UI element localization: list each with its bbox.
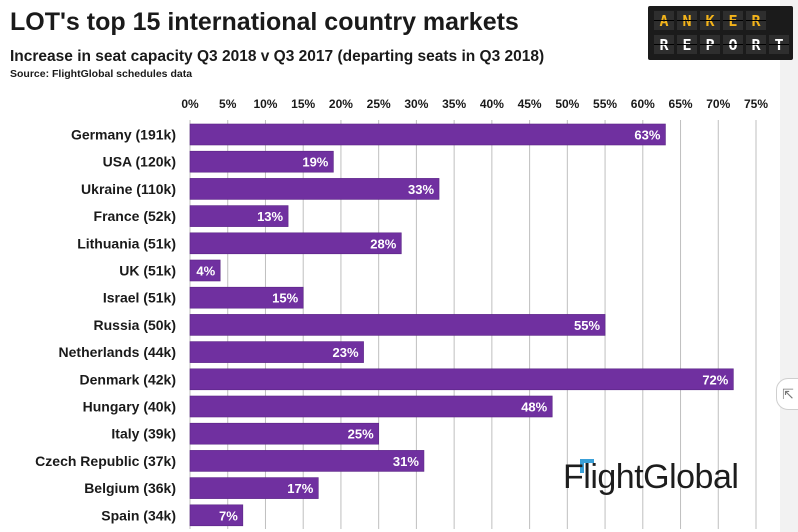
x-tick-label: 40% bbox=[480, 97, 504, 111]
bar bbox=[189, 178, 440, 200]
bar bbox=[189, 314, 606, 336]
category-label: Ukraine (110k) bbox=[81, 181, 176, 197]
category-label: Germany (191k) bbox=[71, 127, 176, 143]
report-letter: O bbox=[723, 35, 743, 54]
bar-value-label: 13% bbox=[257, 209, 283, 224]
bar bbox=[189, 341, 364, 363]
bar-value-label: 72% bbox=[702, 372, 728, 387]
bar-value-label: 23% bbox=[333, 345, 359, 360]
bar bbox=[189, 450, 425, 472]
bar bbox=[189, 395, 553, 418]
expand-arrows-icon: ⇱ bbox=[782, 386, 794, 402]
x-tick-label: 60% bbox=[631, 97, 655, 111]
bar-value-label: 28% bbox=[370, 236, 396, 251]
flightglobal-logo: FlightGlobal bbox=[563, 458, 739, 496]
bar-value-label: 31% bbox=[393, 454, 419, 469]
bar-value-label: 63% bbox=[634, 128, 660, 143]
x-tick-label: 50% bbox=[555, 97, 579, 111]
report-letter: T bbox=[769, 35, 789, 54]
bar bbox=[189, 368, 734, 391]
chart-source: Source: FlightGlobal schedules data bbox=[10, 68, 193, 80]
bar bbox=[189, 205, 289, 227]
category-label: Italy (39k) bbox=[111, 426, 176, 442]
report-letter: E bbox=[677, 35, 697, 54]
x-tick-label: 10% bbox=[253, 97, 277, 111]
x-tick-label: 20% bbox=[329, 97, 353, 111]
x-tick-label: 65% bbox=[669, 97, 693, 111]
bar bbox=[189, 422, 379, 445]
category-label: Netherlands (44k) bbox=[59, 344, 176, 360]
bar bbox=[189, 286, 304, 309]
category-label: Hungary (40k) bbox=[83, 399, 176, 415]
x-tick-label: 55% bbox=[593, 97, 617, 111]
category-label: Spain (34k) bbox=[101, 507, 176, 523]
bar-value-label: 55% bbox=[574, 318, 600, 333]
x-tick-label: 45% bbox=[518, 97, 542, 111]
x-tick-label: 15% bbox=[291, 97, 315, 111]
category-label: UK (51k) bbox=[119, 263, 176, 279]
chart-subtitle: Increase in seat capacity Q3 2018 v Q3 2… bbox=[10, 48, 545, 65]
bar-chart: 0% 5% 10% 15% 20% 25% 30% 35% 40% 45% 50% 55% 60% 65%… bbox=[35, 97, 768, 529]
report-letter: P bbox=[700, 35, 720, 54]
x-tick-label: 0% bbox=[181, 97, 199, 111]
bar-value-label: 33% bbox=[408, 182, 434, 197]
bar-value-label: 17% bbox=[287, 481, 313, 496]
bar-value-label: 15% bbox=[272, 291, 298, 306]
bar-value-label: 48% bbox=[521, 400, 547, 415]
x-tick-label: 75% bbox=[744, 97, 768, 111]
category-label: Israel (51k) bbox=[103, 290, 176, 306]
bar-value-label: 7% bbox=[219, 508, 238, 523]
anker-letter: E bbox=[723, 11, 743, 30]
flightglobal-mark-icon bbox=[580, 459, 594, 473]
x-tick-label: 30% bbox=[404, 97, 428, 111]
anker-letter: N bbox=[677, 11, 697, 30]
x-tick-label: 70% bbox=[706, 97, 730, 111]
x-tick-label: 25% bbox=[367, 97, 391, 111]
bar bbox=[189, 477, 319, 499]
anker-letter: R bbox=[746, 11, 766, 30]
category-label: Czech Republic (37k) bbox=[35, 453, 176, 469]
chart-title: LOT's top 15 international country marke… bbox=[10, 8, 519, 36]
category-label: Russia (50k) bbox=[94, 317, 176, 333]
anker-letter: K bbox=[700, 11, 720, 30]
x-tick-label: 35% bbox=[442, 97, 466, 111]
bar-value-label: 25% bbox=[348, 427, 374, 442]
bar bbox=[189, 232, 402, 255]
bar bbox=[189, 123, 666, 146]
x-tick-label: 5% bbox=[219, 97, 237, 111]
bar bbox=[189, 259, 221, 282]
category-label: Denmark (42k) bbox=[80, 371, 177, 387]
anker-letter: A bbox=[654, 11, 674, 30]
category-label: Lithuania (51k) bbox=[77, 235, 176, 251]
bar bbox=[189, 504, 244, 527]
side-expand-handle[interactable]: ⇱ bbox=[776, 378, 798, 410]
report-letter: R bbox=[654, 35, 674, 54]
report-letter: R bbox=[746, 35, 766, 54]
bar-value-label: 4% bbox=[196, 264, 215, 279]
bar bbox=[189, 150, 334, 173]
bar-value-label: 19% bbox=[302, 155, 328, 170]
category-label: France (52k) bbox=[94, 208, 176, 224]
category-label: USA (120k) bbox=[103, 154, 176, 170]
category-label: Belgium (36k) bbox=[84, 480, 176, 496]
